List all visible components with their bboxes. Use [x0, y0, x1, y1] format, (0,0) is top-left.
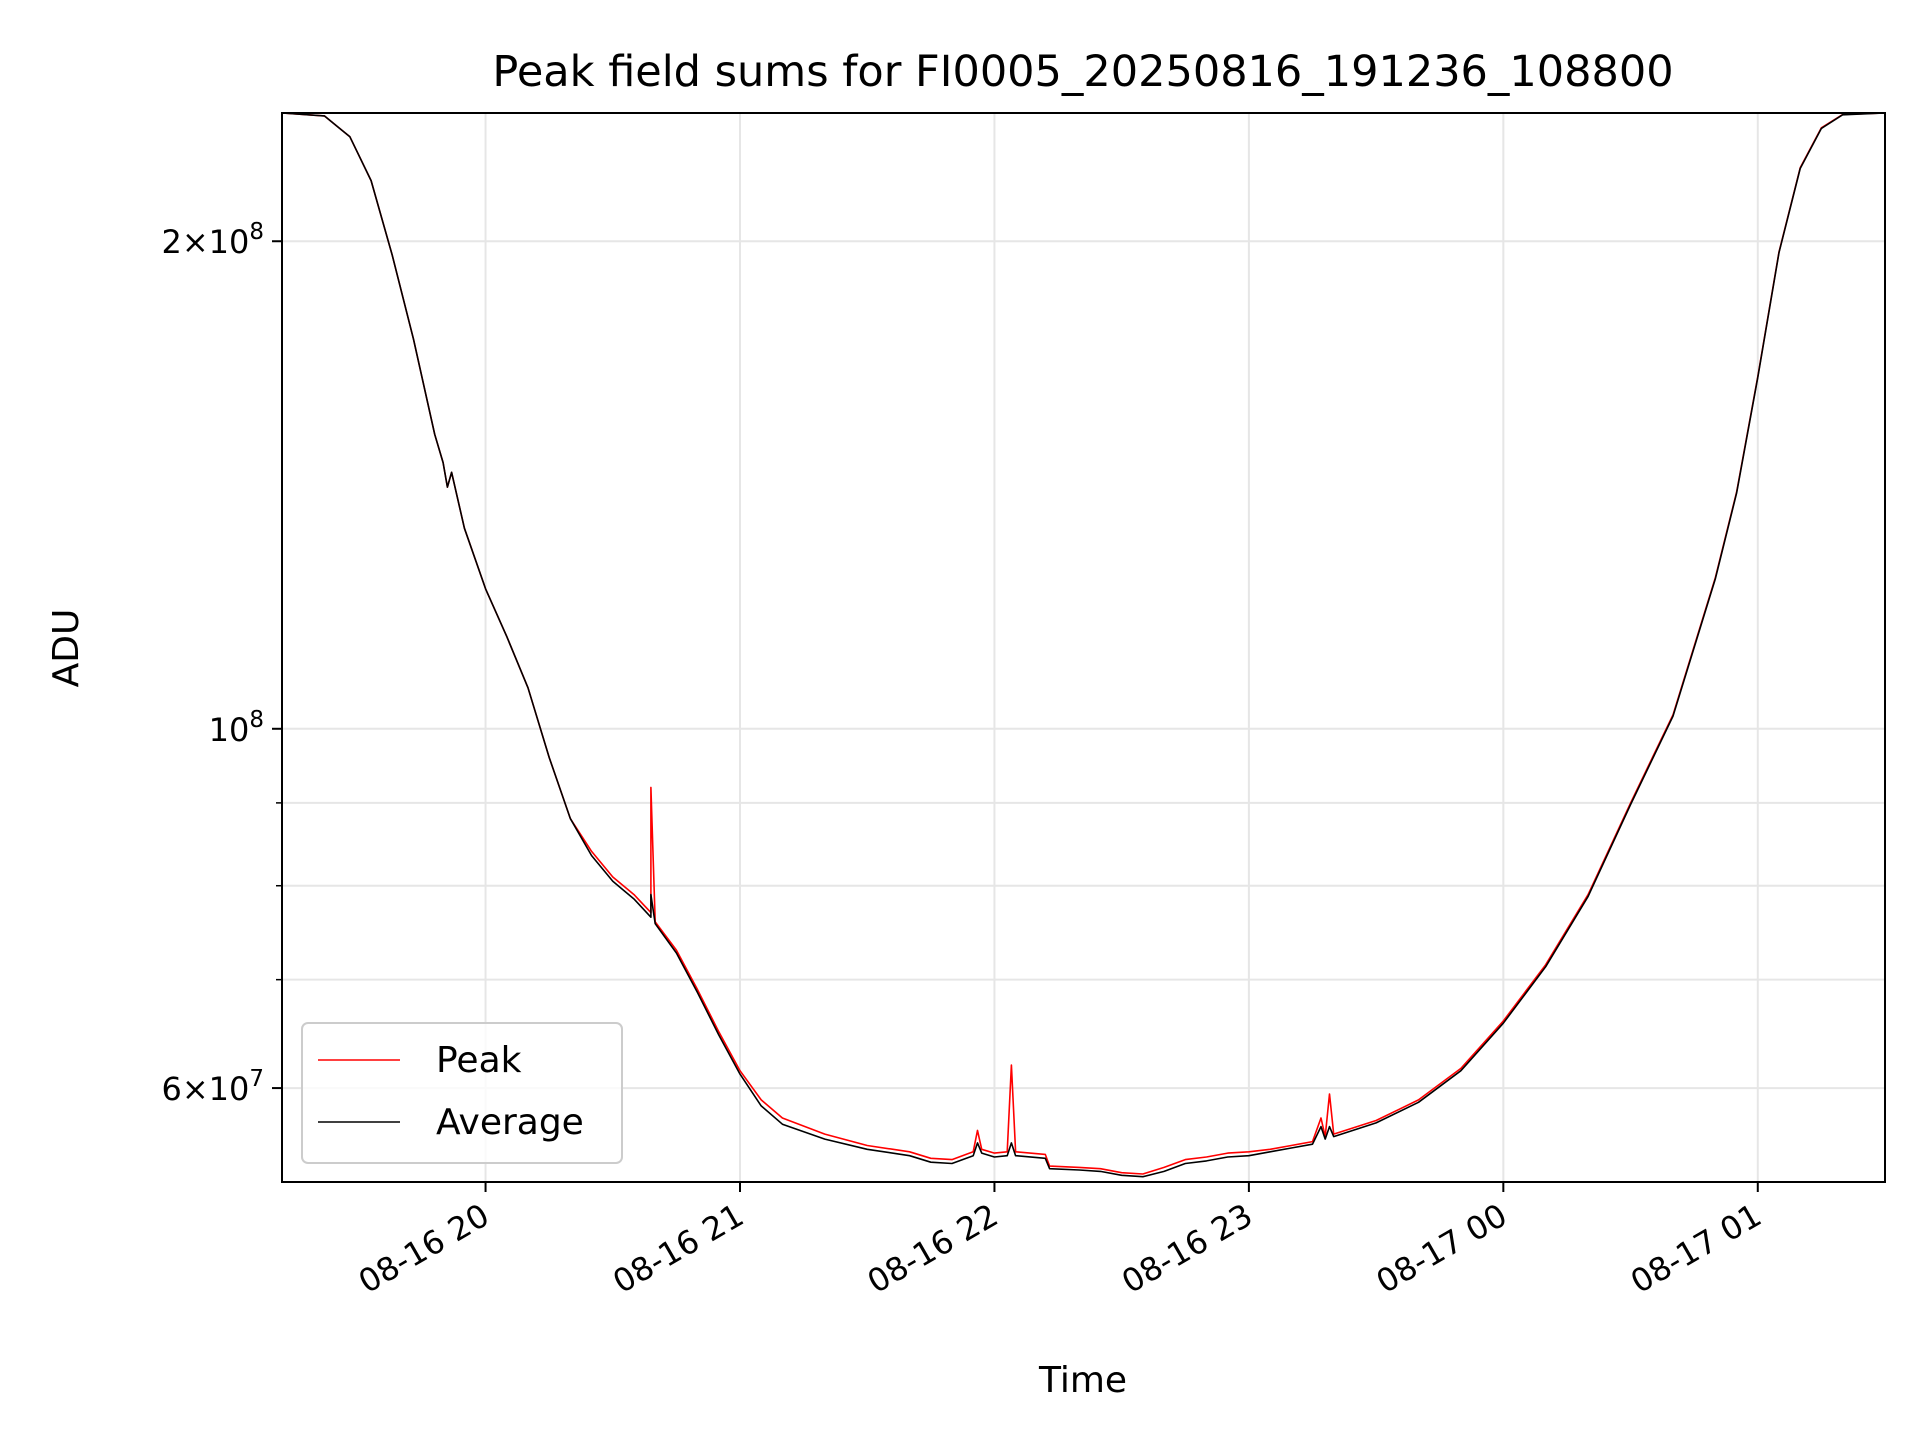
plot-frame	[281, 112, 1886, 1183]
y-tick-label: 6×107	[161, 1066, 264, 1108]
series-line-average	[281, 112, 1886, 1178]
legend-label-average: Average	[436, 1102, 584, 1143]
x-axis-label: Time	[1038, 1360, 1127, 1401]
y-tick-label: 2×108	[161, 219, 264, 261]
legend-box	[301, 1022, 623, 1164]
y-axis-label: ADU	[46, 609, 87, 688]
legend-label-peak: Peak	[436, 1040, 522, 1081]
grid	[282, 113, 1885, 1182]
y-tick-label: 108	[209, 707, 264, 749]
chart-title: Peak field sums for FI0005_20250816_1912…	[492, 47, 1673, 97]
y-axis: 6×107 108 2×108	[161, 219, 282, 1108]
series-lines	[281, 112, 1886, 1178]
legend: Peak Average	[301, 1022, 623, 1164]
